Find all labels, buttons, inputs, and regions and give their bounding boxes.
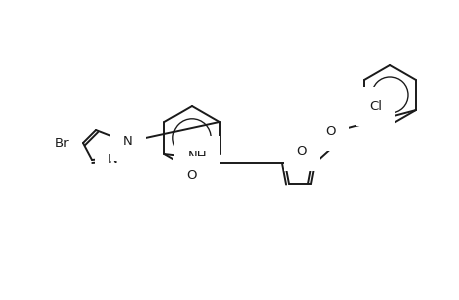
Text: O: O xyxy=(325,125,336,138)
Text: Br: Br xyxy=(54,136,69,149)
Text: O: O xyxy=(296,145,307,158)
Text: O: O xyxy=(185,169,196,182)
Text: N: N xyxy=(108,152,118,166)
Text: NH: NH xyxy=(187,149,207,163)
Text: N: N xyxy=(123,134,133,148)
Text: Cl: Cl xyxy=(368,100,381,113)
